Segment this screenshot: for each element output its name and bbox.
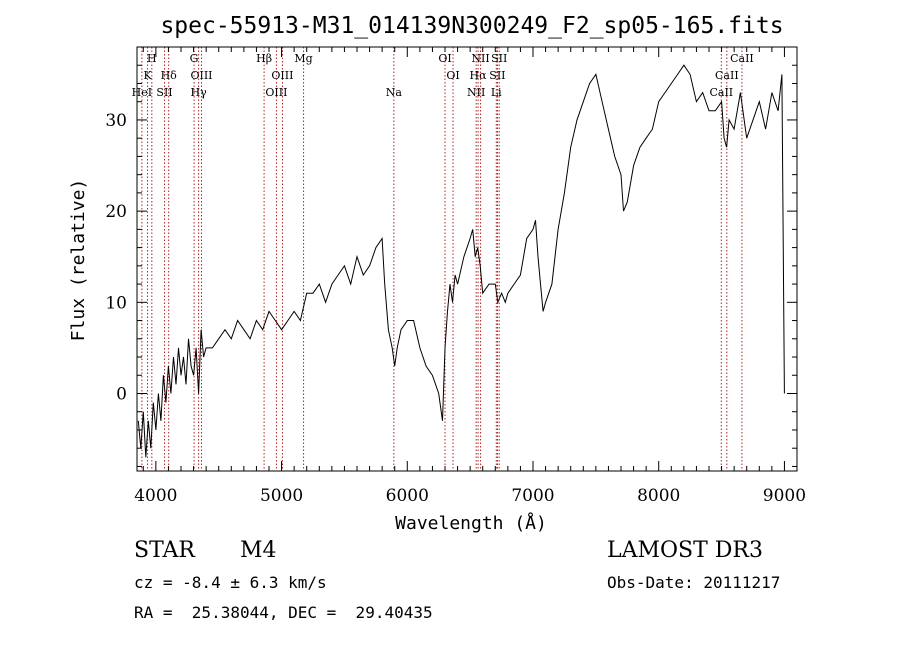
x-tick-label: 6000	[386, 486, 429, 506]
x-tick-label: 9000	[763, 486, 806, 506]
y-axis-label: Flux (relative)	[68, 179, 89, 342]
line-marker-label: G	[190, 52, 199, 65]
x-tick-label: 5000	[260, 486, 303, 506]
class-label: STAR	[134, 538, 195, 563]
line-markers	[141, 47, 743, 471]
line-marker-label: H	[147, 52, 157, 65]
survey-label: LAMOST DR3	[607, 538, 763, 563]
line-marker-label: Li	[491, 86, 502, 99]
line-marker-label: OIII	[190, 69, 212, 82]
line-marker-label: SII	[489, 69, 505, 82]
line-marker-label: CaII	[715, 69, 739, 82]
observation-date: Obs-Date: 20111217	[607, 573, 781, 592]
line-marker-label: CaII	[730, 52, 754, 65]
line-marker-label: Hγ	[191, 86, 208, 99]
y-tick-label: 0	[116, 384, 127, 404]
line-marker-label: NII	[467, 86, 485, 99]
line-marker-label: CaII	[709, 86, 733, 99]
y-tick-label: 10	[105, 293, 127, 313]
line-marker-label: Hδ	[161, 69, 178, 82]
x-tick-label: 8000	[637, 486, 680, 506]
line-marker-label: Hα	[470, 69, 488, 82]
line-marker-label: HeI	[132, 86, 152, 99]
x-axis-label: Wavelength (Å)	[395, 512, 547, 534]
x-axis-ticks: 4000 5000 6000 7000 8000 9000	[134, 47, 806, 506]
x-tick-label: 7000	[511, 486, 554, 506]
line-marker-label: OIII	[271, 69, 293, 82]
line-marker-label: OI	[438, 52, 451, 65]
line-marker-label: Mg	[294, 52, 312, 65]
coordinates: RA = 25.38044, DEC = 29.40435	[134, 603, 433, 622]
chart-title: spec-55913-M31_014139N300249_F2_sp05-165…	[160, 13, 783, 39]
line-marker-label: K	[143, 69, 152, 82]
redshift-velocity: cz = -8.4 ± 6.3 km/s	[134, 573, 327, 592]
line-marker-label: OIII	[265, 86, 287, 99]
line-marker-label: SII	[491, 52, 507, 65]
line-marker-labels: HeIKHSIIHδGHγOIIIHβOIIIOIIIMgNaOIOINIIHα…	[132, 52, 754, 99]
y-axis-ticks: 0 10 20 30	[105, 46, 797, 467]
line-marker-label: Na	[386, 86, 403, 99]
plot-frame	[136, 46, 798, 472]
line-marker-label: OI	[446, 69, 459, 82]
line-marker-label: SII	[156, 86, 172, 99]
x-tick-label: 4000	[134, 486, 177, 506]
y-tick-label: 30	[105, 111, 127, 131]
subclass-label: M4	[240, 538, 277, 563]
y-tick-label: 20	[105, 202, 127, 222]
spectrum-series-line	[137, 64, 785, 458]
line-marker-label: Hβ	[256, 52, 272, 65]
line-marker-label: NII	[471, 52, 489, 65]
